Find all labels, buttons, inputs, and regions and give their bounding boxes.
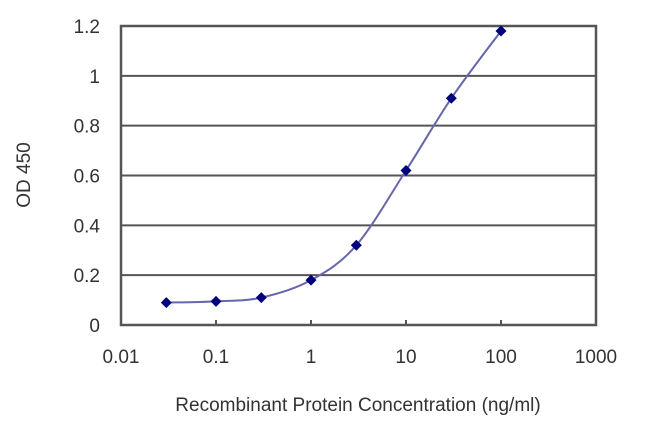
x-tick-label: 1 <box>306 347 317 368</box>
horizontal-gridlines <box>121 74 596 277</box>
x-tick-label: 0.1 <box>203 347 229 368</box>
diamond-marker-icon <box>445 92 457 104</box>
diamond-marker-icon <box>400 165 412 177</box>
diamond-marker-icon <box>305 274 317 286</box>
y-axis-title: OD 450 <box>14 142 35 207</box>
y-tick-label: 1 <box>89 67 100 88</box>
plot-frame <box>119 24 598 327</box>
y-tick-label: 0.8 <box>74 117 100 138</box>
x-axis-title: Recombinant Protein Concentration (ng/ml… <box>175 395 540 416</box>
data-point-markers <box>160 25 507 309</box>
diamond-marker-icon <box>495 25 507 37</box>
y-tick-label: 0 <box>89 316 100 337</box>
diamond-marker-icon <box>350 239 362 251</box>
diamond-marker-icon <box>210 295 222 307</box>
x-tick-label: 100 <box>485 347 517 368</box>
data-series-line <box>166 30 502 304</box>
y-tick-label: 1.2 <box>74 17 100 38</box>
x-tick-label: 0.01 <box>103 347 140 368</box>
diamond-marker-icon <box>160 297 172 309</box>
x-axis-ticks <box>215 320 502 325</box>
y-tick-label: 0.6 <box>74 167 100 188</box>
x-tick-label: 10 <box>395 347 416 368</box>
y-tick-label: 0.4 <box>74 216 101 237</box>
x-axis-tick-labels: 0.01 0.1 1 10 100 1000 <box>103 347 618 368</box>
y-tick-label: 0.2 <box>74 266 100 287</box>
x-tick-label: 1000 <box>575 347 617 368</box>
y-axis-tick-labels: 0 0.2 0.4 0.6 0.8 1 1.2 <box>74 17 101 337</box>
diamond-marker-icon <box>255 292 267 304</box>
